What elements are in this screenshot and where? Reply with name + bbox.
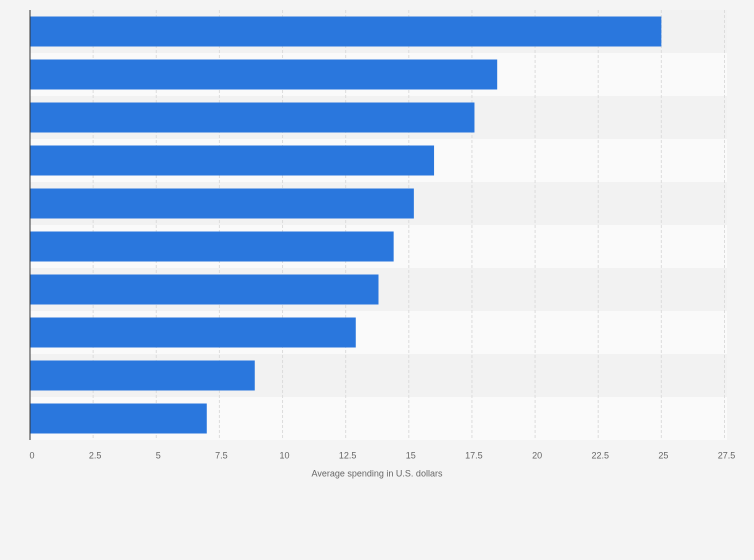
x-tick-label: 22.5 — [591, 450, 609, 460]
x-axis-label: Average spending in U.S. dollars — [312, 468, 443, 478]
bar — [30, 317, 356, 348]
bar — [30, 360, 255, 391]
x-tick-label: 5 — [156, 450, 161, 460]
x-tick-label: 7.5 — [215, 450, 228, 460]
bar — [30, 16, 662, 47]
bar — [30, 145, 435, 176]
bar — [30, 102, 475, 133]
x-tick-label: 17.5 — [465, 450, 483, 460]
bar — [30, 274, 379, 305]
x-tick-label: 20 — [532, 450, 542, 460]
bar — [30, 188, 414, 219]
x-tick-label: 10 — [280, 450, 290, 460]
bar — [30, 231, 394, 262]
x-tick-label: 27.5 — [718, 450, 736, 460]
x-tick-label: 2.5 — [89, 450, 102, 460]
x-tick-label: 25 — [658, 450, 668, 460]
bar — [30, 59, 498, 90]
bar — [30, 403, 207, 434]
x-tick-label: 12.5 — [339, 450, 357, 460]
x-tick-label: 15 — [406, 450, 416, 460]
x-tick-label: 0 — [29, 450, 34, 460]
